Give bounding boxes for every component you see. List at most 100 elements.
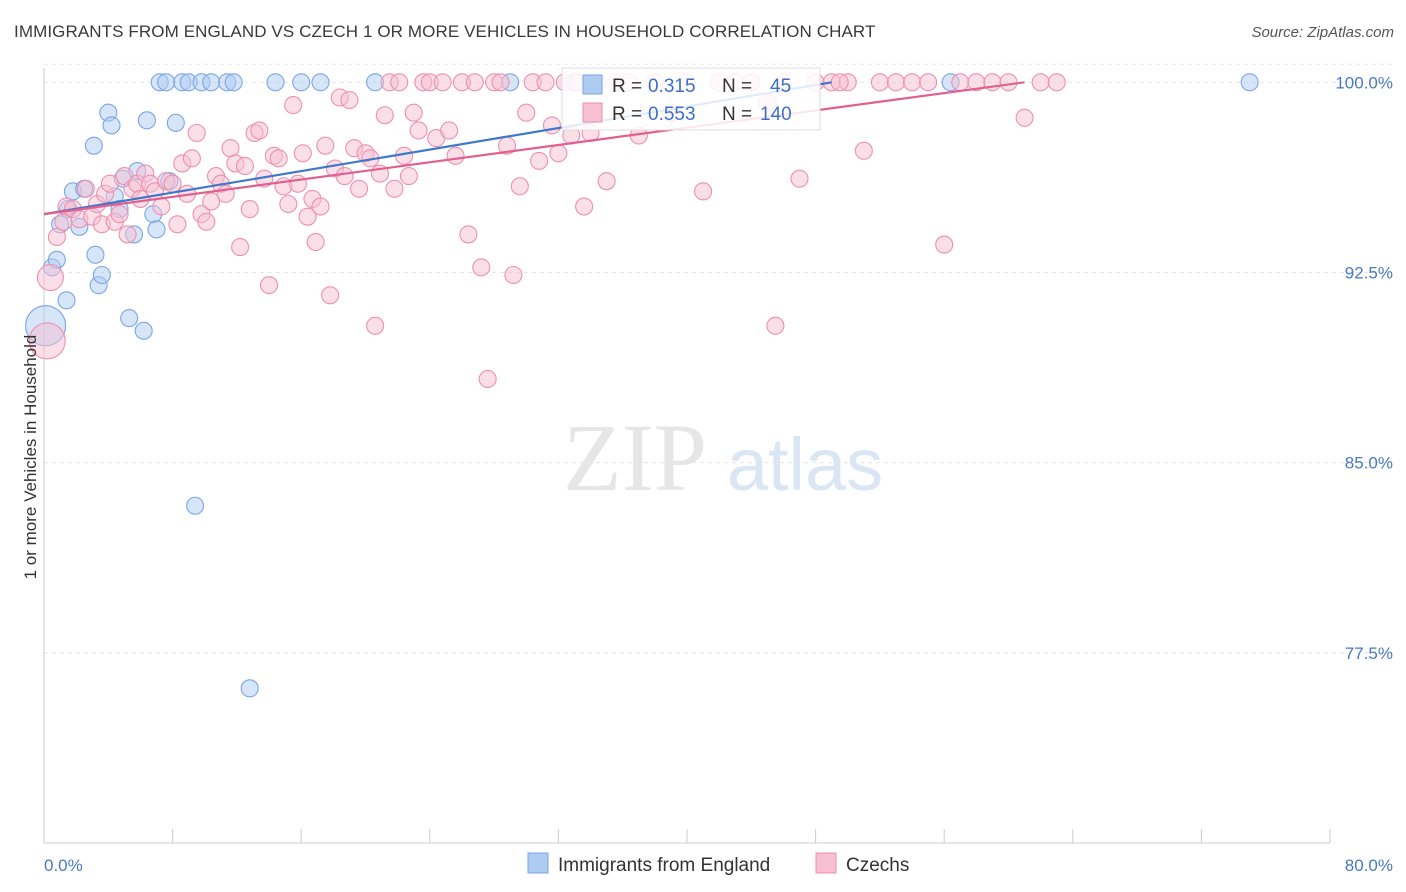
y-tick-label: 92.5% (1345, 263, 1393, 282)
data-point (168, 215, 187, 234)
data-point (166, 113, 185, 132)
data-point (266, 73, 285, 92)
data-point (118, 225, 137, 244)
legend-swatch-czechs (582, 102, 603, 123)
data-point (28, 322, 66, 360)
data-point (152, 197, 171, 216)
data-point (231, 238, 250, 257)
data-point (187, 123, 206, 143)
data-point (390, 73, 409, 92)
data-point (340, 90, 359, 110)
data-point (288, 174, 308, 193)
y-tick-label: 77.5% (1345, 644, 1393, 663)
data-point (766, 316, 785, 335)
data-point (504, 265, 523, 285)
data-point (186, 496, 205, 515)
data-point (57, 291, 76, 310)
watermark-zip: ZIP (563, 404, 707, 511)
legend-r-label-czechs: R = (612, 104, 642, 125)
watermark-atlas: atlas (727, 423, 883, 506)
data-point (182, 149, 201, 168)
x-tick-label-max: 80.0% (1345, 856, 1393, 875)
data-point (999, 73, 1018, 92)
data-point (259, 276, 279, 295)
data-point (240, 200, 259, 219)
data-point (478, 369, 497, 389)
y-axis-label: 1 or more Vehicles in Household (21, 335, 40, 580)
data-point (350, 179, 369, 198)
data-point (409, 121, 428, 140)
data-point (433, 73, 452, 92)
data-point (134, 321, 153, 340)
data-point (446, 146, 465, 165)
legend-r-value-czechs: 0.553 (648, 104, 696, 125)
data-point (240, 679, 259, 698)
data-point (465, 73, 484, 92)
data-point (76, 179, 95, 198)
data-point (935, 235, 954, 254)
legend-n-value-czechs: 140 (760, 104, 792, 125)
data-point (36, 263, 64, 292)
data-point (830, 73, 849, 92)
data-point (224, 73, 243, 92)
y-tick-label: 100.0% (1335, 73, 1393, 92)
legend-n-value-england: 45 (770, 76, 791, 97)
data-point (404, 103, 423, 122)
data-point (47, 227, 66, 247)
legend-r-value-england: 0.315 (648, 76, 696, 97)
data-point (335, 167, 354, 186)
data-point (886, 73, 906, 92)
data-point (321, 286, 340, 305)
data-point (157, 73, 176, 92)
data-point (279, 194, 298, 214)
data-point (284, 96, 303, 115)
data-point (92, 265, 111, 285)
data-point (790, 169, 809, 188)
trend-line-czechs (43, 81, 1025, 216)
data-point (517, 103, 536, 122)
data-point (440, 121, 459, 140)
data-point (306, 232, 325, 252)
legend-swatch-england (582, 74, 603, 95)
data-point (293, 144, 312, 163)
data-point (84, 136, 103, 155)
data-point (575, 197, 594, 216)
data-point (221, 139, 240, 158)
legend-n-label-czechs: N = (722, 104, 752, 125)
chart-source: Source: ZipAtlas.com (1251, 24, 1394, 41)
data-point (311, 197, 330, 216)
data-point (202, 73, 221, 92)
data-point (491, 73, 510, 92)
data-point (1031, 73, 1050, 92)
data-point (163, 174, 182, 193)
data-point (147, 220, 166, 239)
data-point (86, 245, 105, 264)
data-point (530, 151, 549, 170)
data-point (694, 182, 713, 201)
data-point (235, 156, 254, 176)
data-point (366, 316, 385, 335)
data-point (536, 73, 555, 92)
data-point (919, 73, 938, 92)
data-point (385, 179, 404, 198)
data-point (1047, 73, 1066, 92)
axes (43, 68, 1331, 844)
data-point (549, 144, 568, 163)
x-tick-label-min: 0.0% (44, 856, 83, 875)
data-point (102, 116, 121, 135)
data-point (269, 149, 288, 168)
series-legend: Immigrants from England Czechs (527, 852, 909, 876)
data-point (292, 73, 311, 92)
data-point (316, 136, 335, 155)
data-point (100, 174, 119, 193)
data-point (110, 205, 129, 224)
stats-legend: R = 0.315 N = 45 R = 0.553 N = 140 (561, 67, 821, 131)
data-point (870, 73, 889, 92)
bottom-legend-label-czechs: Czechs (846, 855, 909, 876)
grid-lines (44, 63, 1393, 654)
data-point (597, 172, 616, 191)
data-point (854, 141, 873, 160)
data-point (1240, 73, 1259, 92)
data-point (542, 116, 562, 135)
